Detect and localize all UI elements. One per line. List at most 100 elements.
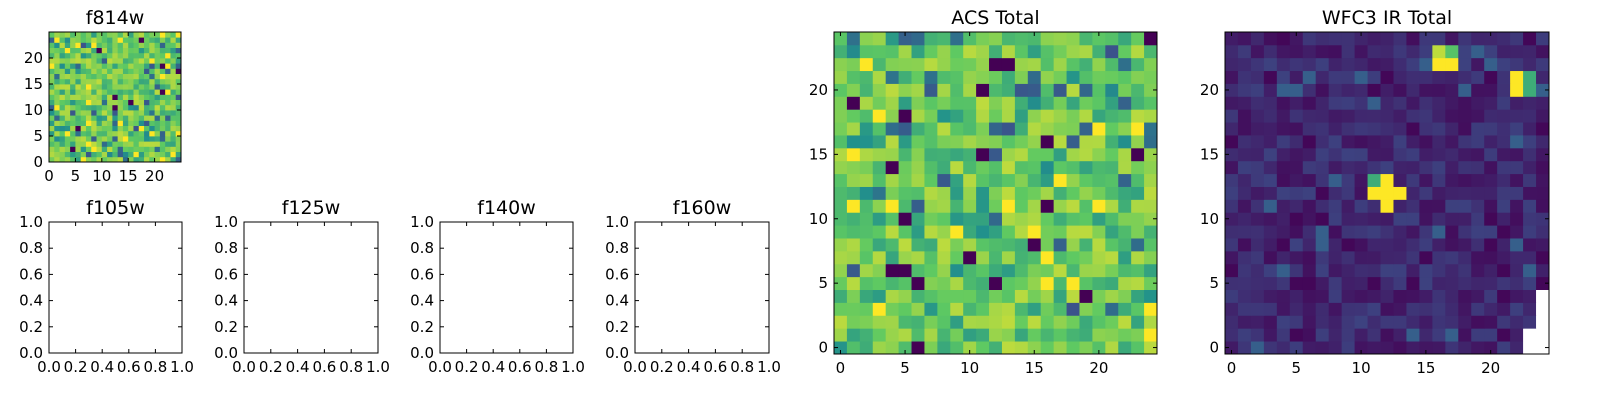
heatmap-cell (1027, 199, 1042, 213)
heatmap-cell (1014, 212, 1029, 226)
heatmap-cell (1432, 70, 1446, 84)
axes-frame (243, 221, 379, 354)
heatmap-cell (1419, 44, 1433, 59)
heatmap-cell (1105, 32, 1119, 46)
heatmap-cell (149, 141, 155, 147)
heatmap-cell (1237, 263, 1252, 278)
y-tick-label: 0.4 (214, 292, 238, 310)
heatmap-cell (989, 225, 1003, 239)
heatmap-cell (80, 151, 87, 158)
heatmap-cell (144, 58, 150, 64)
heatmap-cell (937, 173, 951, 187)
heatmap-cell (989, 276, 1003, 290)
heatmap-cell (54, 63, 60, 69)
heatmap-cell (1497, 302, 1511, 316)
heatmap-cell (175, 104, 182, 111)
heatmap-cell (872, 173, 887, 187)
heatmap-cell (1092, 57, 1106, 72)
heatmap-cell (1484, 70, 1498, 84)
heatmap-cell (1302, 276, 1317, 290)
heatmap-cell (834, 263, 848, 278)
heatmap-cell (963, 109, 977, 123)
heatmap-cell (1144, 57, 1158, 72)
heatmap-cell (976, 70, 990, 84)
heatmap-cell (963, 199, 977, 213)
heatmap-cell (1092, 173, 1106, 187)
heatmap-cell (1092, 289, 1106, 303)
heatmap-cell (170, 73, 177, 80)
heatmap-cell (1510, 147, 1524, 162)
heatmap-cell (937, 199, 951, 213)
heatmap-cell (1027, 212, 1042, 226)
heatmap-cell (1510, 199, 1524, 213)
heatmap-cell (859, 109, 874, 123)
heatmap-cell (898, 109, 912, 123)
heatmap-cell (165, 146, 171, 152)
heatmap-cell (170, 156, 177, 163)
heatmap-cell (64, 47, 71, 54)
heatmap-cell (159, 42, 166, 48)
chart-title: WFC3 IR Total (1322, 7, 1452, 29)
heatmap-cell (107, 73, 113, 80)
heatmap-cell (898, 173, 912, 187)
heatmap-cell (976, 186, 990, 200)
heatmap-cell (1393, 122, 1407, 136)
heatmap-cell (1406, 328, 1420, 342)
heatmap-cell (950, 341, 964, 355)
heatmap-cell (96, 146, 103, 152)
heatmap-cell (133, 130, 140, 137)
heatmap-cell (1066, 160, 1080, 175)
heatmap-cell (154, 115, 161, 121)
heatmap-cell (1484, 289, 1498, 303)
heatmap-cell (1445, 212, 1459, 226)
heatmap-cell (1289, 289, 1304, 303)
heatmap-cell (59, 125, 66, 132)
heatmap-cell (963, 147, 977, 162)
heatmap-cell (128, 73, 134, 80)
heatmap-cell (133, 89, 140, 95)
heatmap-cell (170, 151, 177, 158)
heatmap-cell (1289, 238, 1304, 252)
heatmap-cell (165, 151, 171, 158)
heatmap-cell (1105, 186, 1119, 200)
heatmap-cell (1250, 122, 1265, 136)
heatmap-cell (1406, 135, 1420, 149)
heatmap-cell (885, 70, 899, 84)
heatmap-cell (1066, 328, 1080, 342)
heatmap-cell (165, 73, 171, 80)
x-tick-label: 0.8 (339, 358, 363, 376)
heatmap-cell (924, 122, 938, 136)
heatmap-cell (107, 63, 113, 69)
heatmap-cell (937, 109, 951, 123)
heatmap-cell (1497, 57, 1511, 72)
heatmap-cell (1328, 276, 1343, 290)
x-tick-label: 0.6 (508, 358, 532, 376)
heatmap-cell (133, 73, 140, 80)
heatmap-cell (1225, 199, 1239, 213)
heatmap-cell (1510, 122, 1524, 136)
heatmap-cell (54, 104, 60, 111)
heatmap-cell (91, 52, 97, 59)
heatmap-cell (1523, 70, 1537, 84)
heatmap-cell (1289, 186, 1304, 200)
heatmap-cell (170, 130, 177, 137)
heatmap-cell (1432, 250, 1446, 265)
heatmap-cell (149, 110, 155, 116)
heatmap-cell (976, 225, 990, 239)
heatmap-cell (1040, 147, 1055, 162)
heatmap-cell (976, 341, 990, 355)
heatmap-cell (1432, 173, 1446, 187)
heatmap-cell (133, 63, 140, 69)
heatmap-cell (1040, 250, 1055, 265)
heatmap-cell (170, 125, 177, 132)
heatmap-cell (846, 341, 861, 355)
heatmap-cell (1471, 186, 1485, 200)
heatmap-cell (138, 94, 145, 100)
heatmap-cell (1250, 276, 1265, 290)
heatmap-cell (1014, 289, 1029, 303)
heatmap-cell (989, 160, 1003, 175)
heatmap-cell (859, 199, 874, 213)
heatmap-cell (976, 173, 990, 187)
heatmap-cell (834, 238, 848, 252)
